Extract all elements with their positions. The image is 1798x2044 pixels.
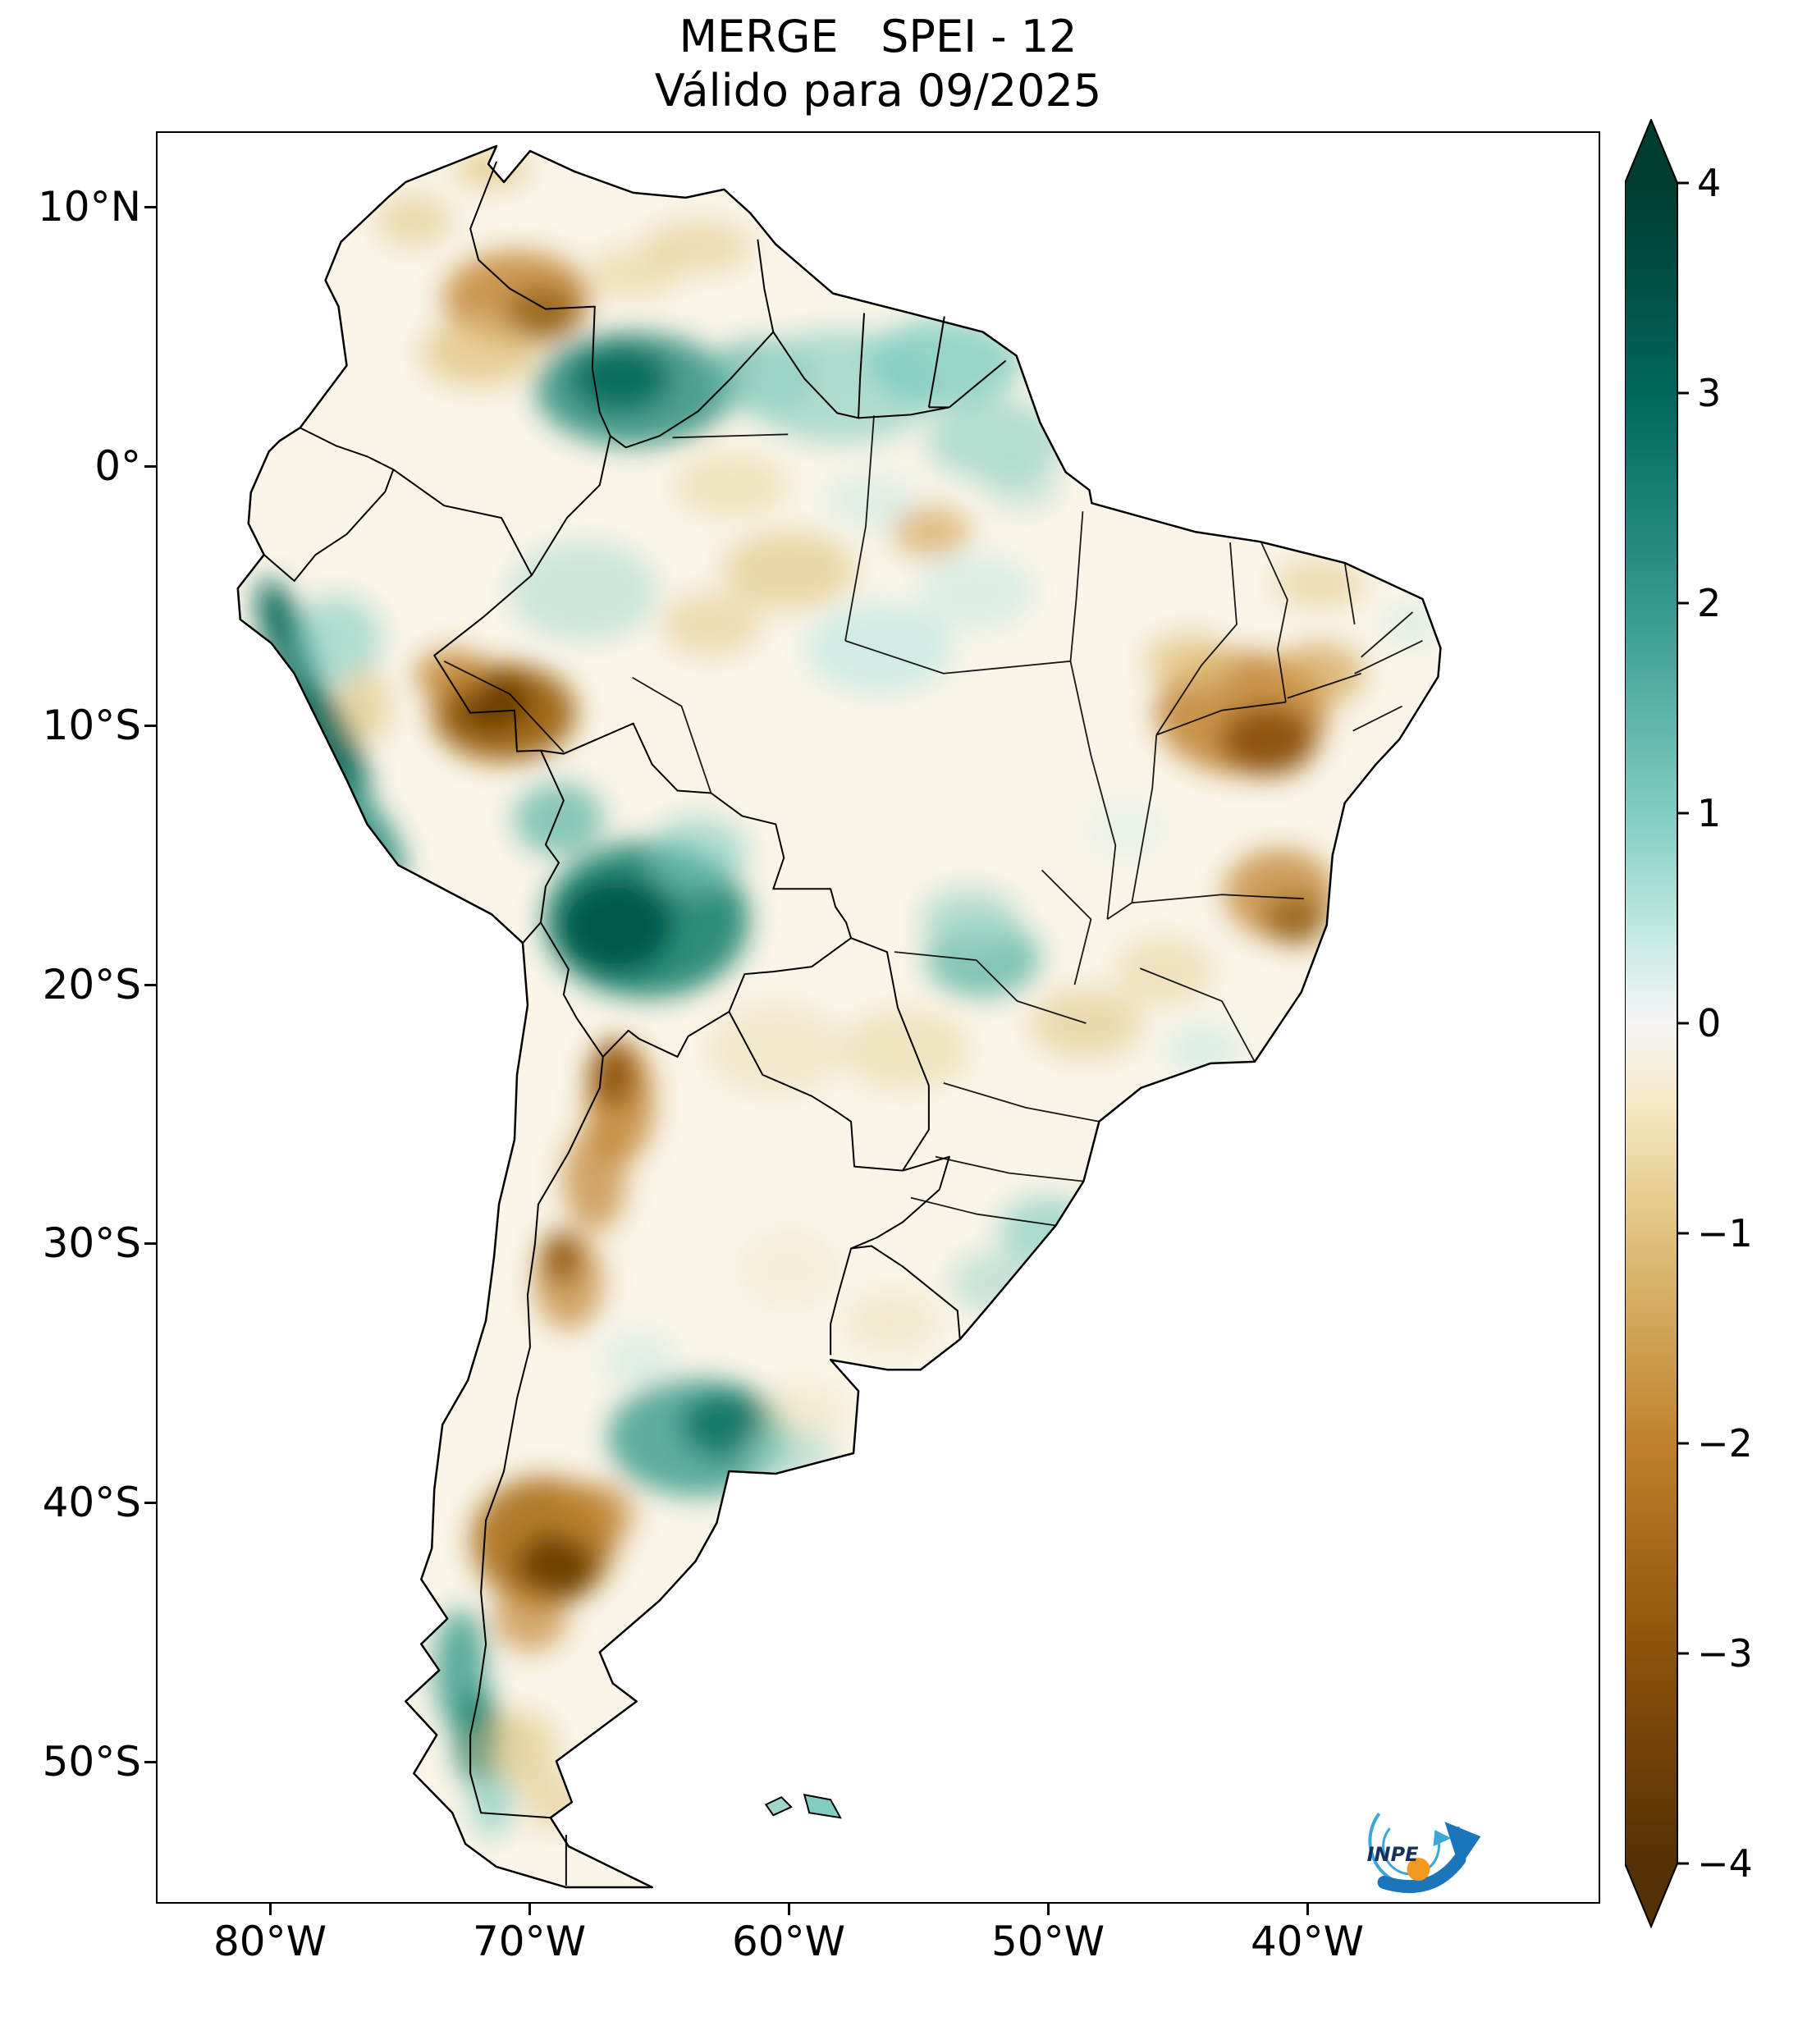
colorbar-tick-marks bbox=[1677, 181, 1689, 1865]
y-tick-label: 20°S bbox=[42, 961, 141, 1008]
country-borders bbox=[263, 161, 1007, 1886]
y-tick-label: 10°S bbox=[42, 702, 141, 749]
y-tick-mark bbox=[144, 1761, 156, 1763]
y-tick-mark bbox=[144, 1242, 156, 1245]
y-tick-mark bbox=[144, 1502, 156, 1504]
x-tick-mark bbox=[1047, 1904, 1050, 1915]
colorbar-bottom-arrow bbox=[1625, 1863, 1677, 1927]
colorbar-tick-label: 0 bbox=[1697, 1001, 1721, 1045]
y-tick-label: 10°N bbox=[37, 183, 141, 231]
x-tick-mark bbox=[788, 1904, 790, 1915]
colorbar-tick-label: 4 bbox=[1697, 161, 1721, 205]
x-tick-label: 60°W bbox=[731, 1918, 846, 1965]
y-tick-label: 40°S bbox=[42, 1479, 141, 1526]
south-america-map: INPE bbox=[236, 144, 1481, 1894]
y-tick-label: 50°S bbox=[42, 1738, 141, 1786]
y-tick-label: 30°S bbox=[42, 1219, 141, 1267]
x-tick-label: 40°W bbox=[1250, 1918, 1365, 1965]
map-panel: INPE bbox=[156, 131, 1600, 1904]
figure-title: MERGE SPEI - 12 bbox=[679, 11, 1077, 62]
coastline bbox=[236, 144, 1442, 1889]
colorbar: 4 3 2 1 0 −1 −2 −3 −4 bbox=[1625, 119, 1753, 1929]
falkland-islands bbox=[764, 1793, 842, 1819]
y-tick-mark bbox=[144, 465, 156, 468]
y-tick-mark bbox=[144, 984, 156, 986]
inpe-logo-text: INPE bbox=[1367, 1843, 1419, 1866]
colorbar-tick-label: −2 bbox=[1697, 1421, 1753, 1466]
x-tick-mark bbox=[1306, 1904, 1309, 1915]
y-tick-mark bbox=[144, 725, 156, 727]
x-tick-mark bbox=[269, 1904, 272, 1915]
figure-subtitle: Válido para 09/2025 bbox=[654, 65, 1102, 117]
x-tick-label: 70°W bbox=[472, 1918, 587, 1965]
colorbar-tick-label: −4 bbox=[1697, 1841, 1753, 1886]
colorbar-top-arrow bbox=[1625, 120, 1677, 183]
x-tick-label: 80°W bbox=[213, 1918, 327, 1965]
state-borders bbox=[443, 415, 1423, 1227]
colorbar-tick-label: −1 bbox=[1697, 1211, 1753, 1255]
x-tick-label: 50°W bbox=[991, 1918, 1105, 1965]
colorbar-gradient bbox=[1625, 183, 1677, 1863]
colorbar-tick-label: 1 bbox=[1697, 791, 1721, 835]
colorbar-tick-label: −3 bbox=[1697, 1631, 1753, 1676]
x-tick-mark bbox=[528, 1904, 531, 1915]
inpe-logo: INPE bbox=[1367, 1812, 1481, 1894]
y-tick-mark bbox=[144, 206, 156, 208]
colorbar-tick-label: 2 bbox=[1697, 581, 1721, 625]
y-tick-label: 0° bbox=[94, 442, 141, 490]
colorbar-tick-label: 3 bbox=[1697, 371, 1721, 415]
